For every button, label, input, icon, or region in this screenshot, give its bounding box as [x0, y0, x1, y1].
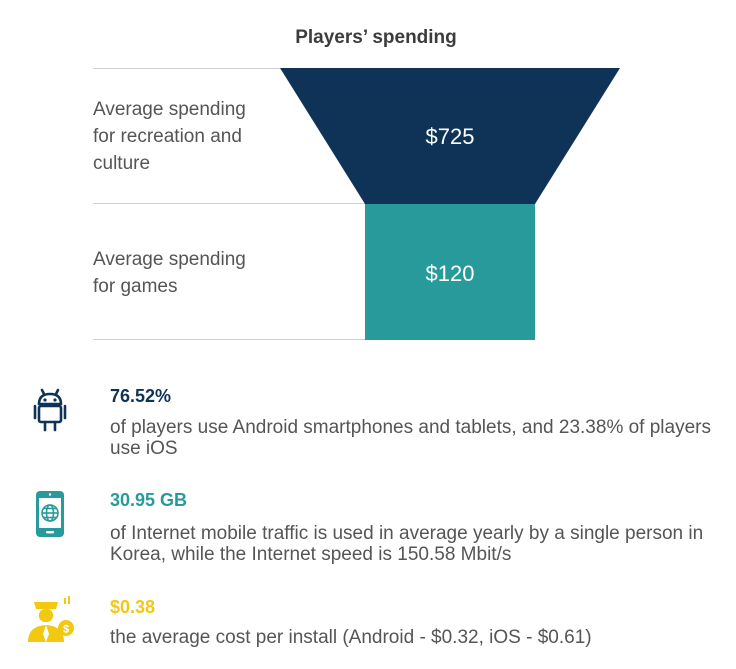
stat-value-android: 76.52%: [110, 386, 172, 406]
row-divider-bottom: [93, 339, 365, 340]
stat-mobile-traffic: 30.95 GB of Internet mobile traffic is u…: [0, 485, 736, 575]
stat-desc-traffic: of Internet mobile traffic is used in av…: [110, 523, 704, 565]
android-icon: [33, 388, 67, 432]
stat-value-traffic: 30.95 GB: [110, 490, 188, 510]
funnel-chart: $725 $120: [280, 68, 620, 340]
chart-title: Players’ spending: [295, 27, 457, 48]
stat-desc-cpi: the average cost per install (Android - …: [110, 627, 592, 648]
svg-text:$: $: [63, 624, 69, 636]
funnel-stage-recreation: [280, 68, 620, 204]
stat-value-cpi: $0.38: [110, 597, 156, 617]
funnel-value-recreation: $725: [426, 124, 475, 149]
stat-desc-android: of players use Android smartphones and t…: [110, 417, 711, 459]
funnel-stage-games: [365, 204, 535, 340]
stat-cost-per-install: $ $0.38 the average cost per install (An…: [0, 592, 736, 669]
stage-label-recreation: Average spending for recreation and cult…: [93, 99, 246, 174]
stage-label-games: Average spending for games: [93, 249, 246, 297]
stat-android: 76.52% of players use Android smartphone…: [0, 380, 736, 470]
row-divider-top: [93, 68, 365, 69]
funnel-value-games: $120: [426, 261, 475, 286]
row-divider-middle: [93, 203, 365, 204]
mobile-globe-icon: [36, 491, 64, 537]
businessman-dollar-icon: $: [28, 596, 74, 642]
